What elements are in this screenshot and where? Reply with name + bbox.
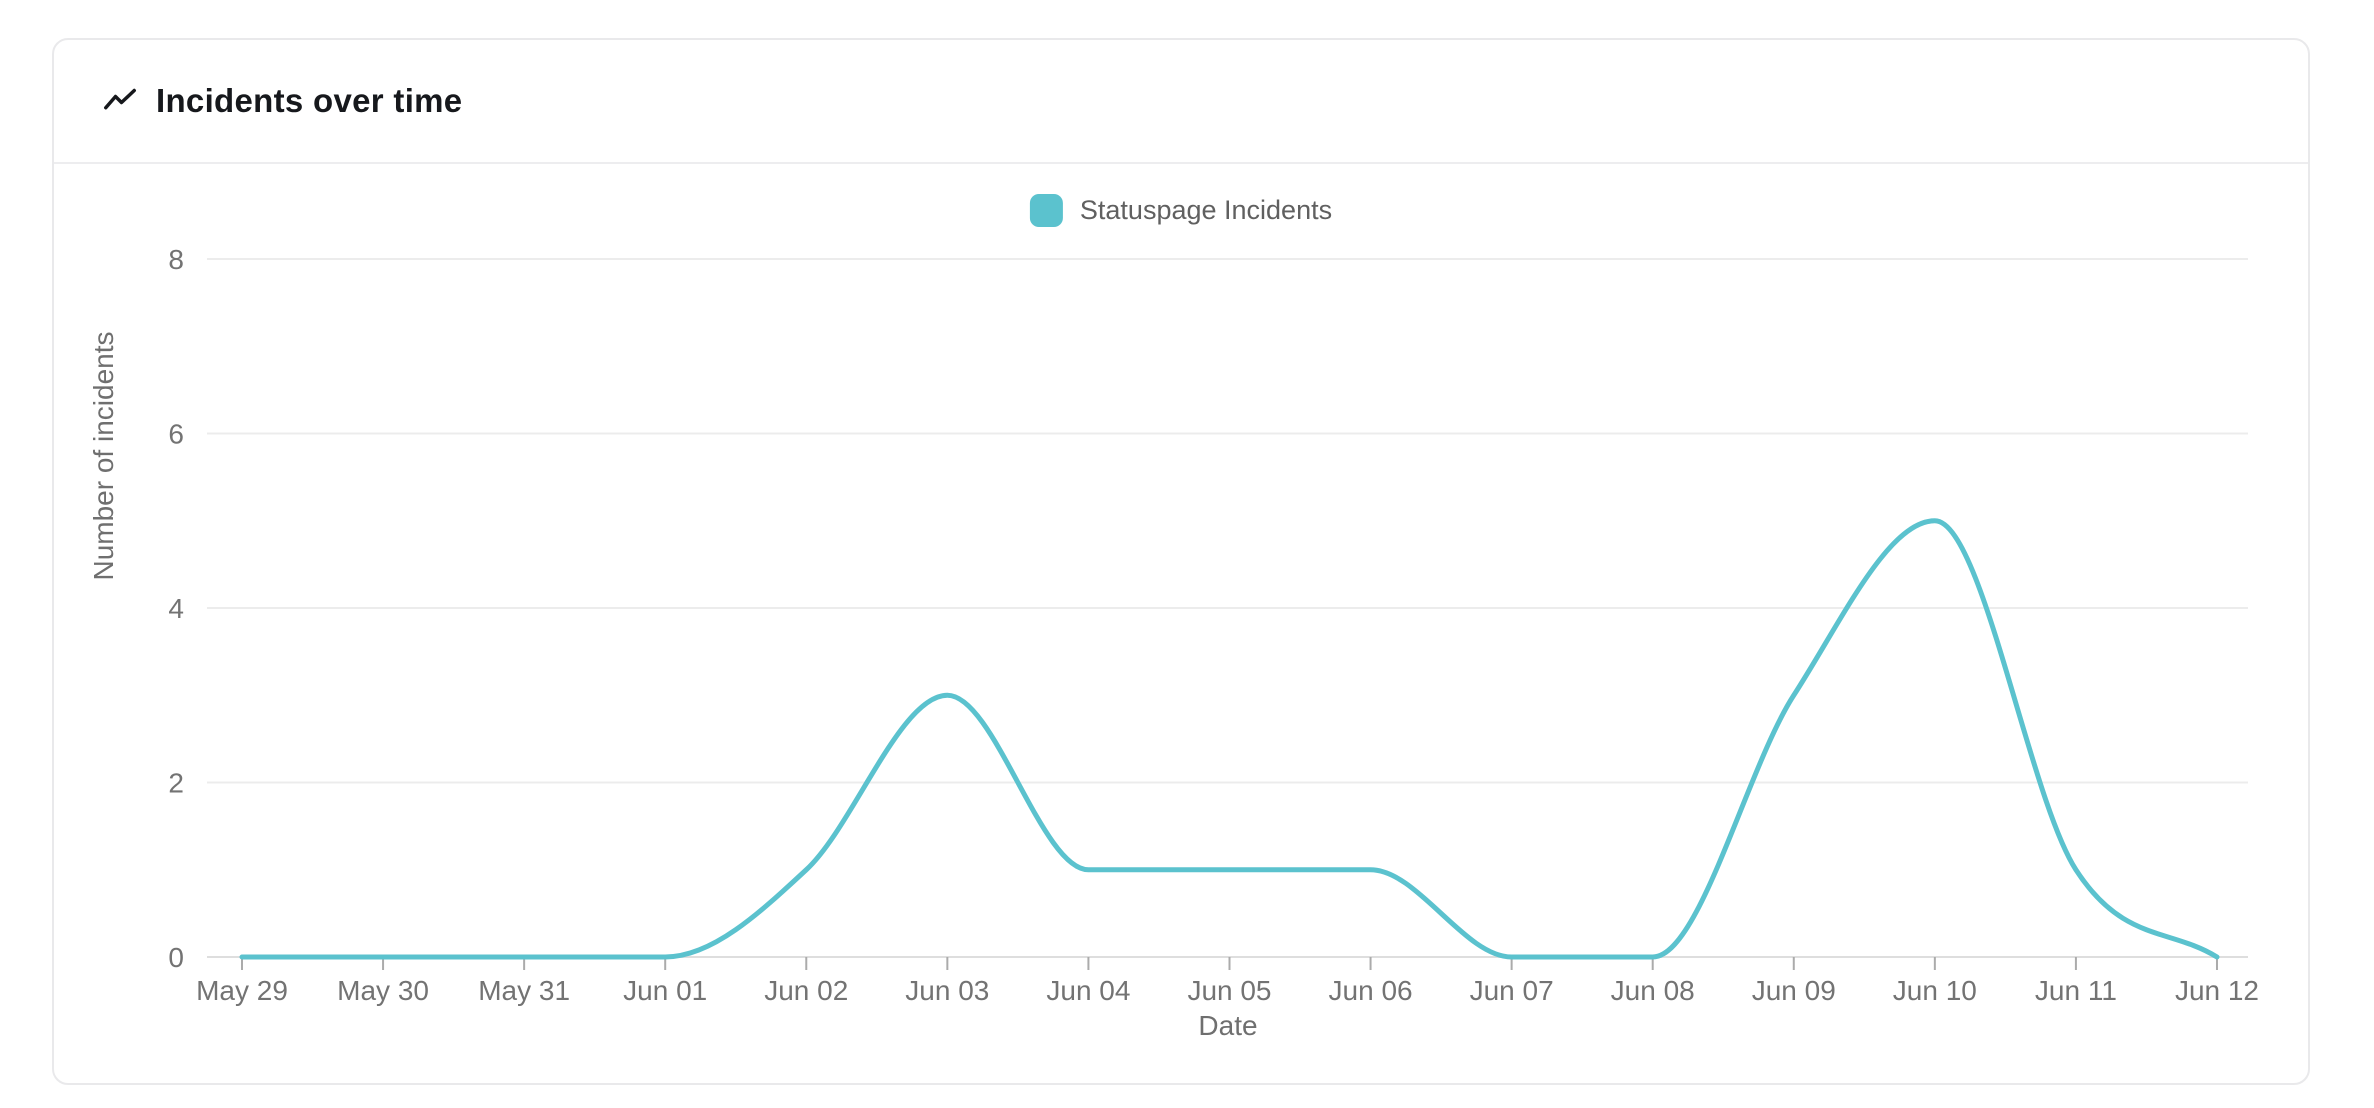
x-tick-label: Jun 11 [2035,975,2117,1006]
x-tick-label: Jun 10 [1893,975,1977,1006]
y-tick-label: 0 [168,942,184,973]
y-tick-label: 2 [168,768,184,799]
x-tick-label: Jun 03 [905,975,989,1006]
x-tick-label: May 30 [337,975,429,1006]
x-tick-label: Jun 06 [1329,975,1413,1006]
series-line [239,518,2220,960]
x-tick-label: May 29 [196,975,288,1006]
trend-line-icon [102,83,138,119]
x-tick-label: Jun 01 [623,975,707,1006]
y-axis-title: Number of incidents [88,331,119,581]
x-tick-label: May 31 [478,975,570,1006]
legend-item-statuspage-incidents[interactable]: Statuspage Incidents [1029,194,1333,227]
x-tick-label: Jun 02 [764,975,848,1006]
y-tick-label: 6 [168,419,184,450]
card-title: Incidents over time [156,82,463,119]
incidents-over-time-card: Incidents over time Statuspage Incidents… [52,38,2310,1085]
x-axis-title: Date [1198,1010,1258,1041]
y-tick-label: 8 [168,244,184,275]
x-tick-label: Jun 09 [1752,975,1836,1006]
line-chart-canvas[interactable]: 0 2 4 6 8 May 29 May 30 May 31 Jun 01 Jun 02 Jun 0… [54,164,2308,1081]
x-tick-label: Jun 07 [1470,975,1554,1006]
legend-marker [1029,194,1063,227]
incidents-chart: Statuspage Incidents Number of incidents… [54,164,2308,1081]
legend-label: Statuspage Incidents [1079,195,1333,225]
card-header: Incidents over time [54,40,2308,164]
x-tick-label: Jun 05 [1187,975,1271,1006]
y-tick-label: 4 [168,593,184,624]
x-tick-label: Jun 08 [1611,975,1695,1006]
x-tick-label: Jun 04 [1046,975,1130,1006]
x-tick-label: Jun 12 [2175,975,2259,1006]
